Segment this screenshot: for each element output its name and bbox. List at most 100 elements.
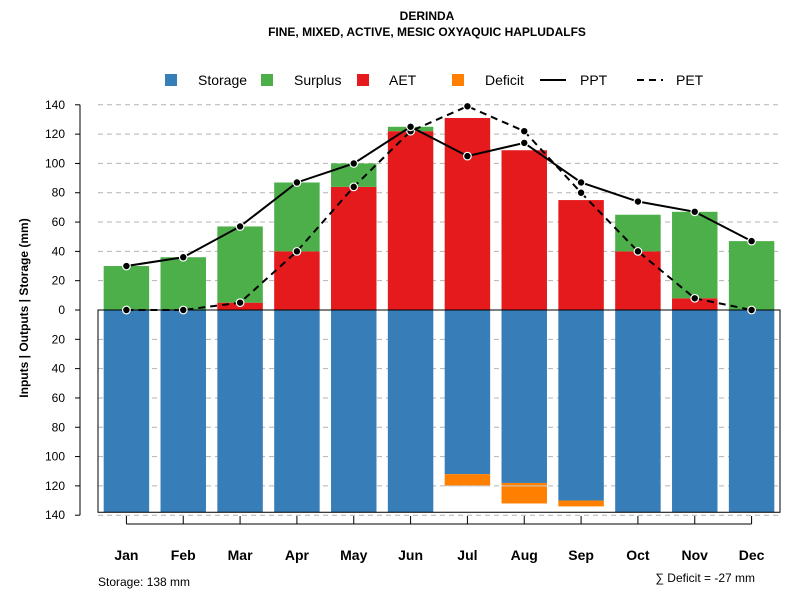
y-tick-label: 60 bbox=[52, 215, 66, 229]
x-tick-label: Oct bbox=[626, 547, 650, 563]
y-tick-label: 80 bbox=[52, 186, 66, 200]
pet-point bbox=[178, 305, 188, 315]
pet-line bbox=[126, 105, 752, 311]
legend-label-deficit: Deficit bbox=[485, 72, 524, 88]
pet-point bbox=[576, 188, 586, 198]
bar-deficit bbox=[558, 500, 604, 507]
ppt-point bbox=[349, 159, 359, 168]
y-axis-label: Inputs | Outputs | Storage (mm) bbox=[17, 218, 31, 397]
pet-point bbox=[690, 293, 700, 303]
bar-aet bbox=[615, 251, 661, 310]
y-tick-label: 40 bbox=[52, 362, 66, 376]
pet-point bbox=[519, 126, 529, 136]
legend-swatch-surplus bbox=[261, 74, 273, 86]
gridlines bbox=[98, 104, 780, 516]
legend-label-surplus: Surplus bbox=[294, 72, 341, 88]
bar-surplus bbox=[274, 182, 320, 252]
bar-storage bbox=[558, 310, 604, 501]
ppt-point bbox=[576, 178, 586, 187]
x-tick-label: Dec bbox=[739, 547, 765, 563]
x-tick-label: Jan bbox=[114, 547, 138, 563]
y-tick-label: 20 bbox=[52, 332, 66, 346]
y-tick-label: 60 bbox=[52, 391, 66, 405]
bar-aet bbox=[444, 117, 491, 310]
x-tick-label: Sep bbox=[568, 547, 594, 563]
ppt-point bbox=[633, 197, 643, 206]
x-tick-label: May bbox=[340, 547, 367, 563]
x-tick-label: Apr bbox=[285, 547, 310, 563]
bar-aet bbox=[672, 298, 718, 310]
bar-storage bbox=[672, 310, 718, 513]
ppt-point bbox=[519, 138, 529, 148]
bar-storage bbox=[160, 310, 206, 513]
bar-surplus bbox=[672, 211, 718, 299]
x-tick-label: Jul bbox=[457, 547, 477, 563]
pet-point bbox=[292, 246, 302, 256]
bar-deficit bbox=[501, 482, 547, 504]
pet-point bbox=[349, 182, 359, 192]
storage-note: Storage: 138 mm bbox=[98, 575, 190, 589]
pet-point bbox=[633, 246, 643, 256]
bar-surplus bbox=[615, 214, 661, 252]
deficit-note: ∑ Deficit = -27 mm bbox=[655, 571, 755, 585]
pet-point bbox=[463, 101, 472, 111]
legend-label-aet: AET bbox=[389, 72, 417, 88]
x-tick-label: Mar bbox=[228, 547, 253, 563]
chart-subtitle: FINE, MIXED, ACTIVE, MESIC OXYAQUIC HAPL… bbox=[268, 25, 586, 39]
bar-storage bbox=[444, 310, 491, 475]
x-tick-label: Feb bbox=[171, 547, 196, 563]
bar-storage bbox=[331, 310, 377, 513]
bar-storage bbox=[217, 310, 263, 513]
x-tick-label: Aug bbox=[511, 547, 538, 563]
bar-surplus bbox=[217, 226, 263, 303]
ppt-point bbox=[122, 261, 131, 271]
bar-aet bbox=[331, 186, 377, 310]
bar-surplus bbox=[331, 163, 377, 187]
chart-title: DERINDA bbox=[400, 9, 455, 23]
legend: Storage Surplus AET Deficit PPT PET bbox=[165, 72, 704, 88]
bar-surplus bbox=[728, 241, 775, 310]
bar-storage bbox=[728, 310, 775, 513]
bar-surplus bbox=[160, 257, 206, 310]
legend-swatch-deficit bbox=[452, 74, 464, 86]
pet-point bbox=[235, 298, 245, 308]
y-tick-label: 20 bbox=[52, 274, 66, 288]
ppt-point bbox=[463, 151, 472, 161]
bar-storage bbox=[501, 310, 547, 483]
y-tick-label: 100 bbox=[45, 156, 65, 170]
bar-aet bbox=[274, 251, 320, 310]
series-lines bbox=[122, 101, 756, 315]
y-tick-label: 140 bbox=[45, 98, 65, 112]
ppt-point bbox=[406, 122, 415, 132]
x-tick-label: Nov bbox=[682, 547, 709, 563]
bar-aet bbox=[501, 150, 547, 310]
y-tick-label: 100 bbox=[45, 450, 65, 464]
legend-swatch-storage bbox=[165, 74, 177, 86]
ppt-point bbox=[747, 236, 756, 246]
bar-deficit bbox=[444, 474, 491, 486]
ppt-point bbox=[690, 207, 700, 217]
legend-label-ppt: PPT bbox=[580, 72, 608, 88]
legend-swatch-aet bbox=[357, 74, 369, 86]
bar-aet bbox=[387, 131, 434, 310]
bar-storage bbox=[387, 310, 434, 513]
y-tick-label: 120 bbox=[45, 479, 65, 493]
ppt-point bbox=[178, 252, 188, 262]
ppt-point bbox=[235, 222, 245, 231]
y-tick-label: 140 bbox=[45, 508, 65, 522]
axes: 140 120 100 80 60 40 20 0 20 40 60 80 100 120 140 Jan Fe… bbox=[45, 98, 765, 563]
bar-surplus bbox=[103, 266, 150, 310]
bar-aet bbox=[558, 200, 604, 310]
bar-storage bbox=[274, 310, 320, 513]
pet-point bbox=[747, 305, 756, 315]
bar-storage bbox=[103, 310, 150, 513]
y-tick-label: 80 bbox=[52, 420, 66, 434]
bar-storage bbox=[615, 310, 661, 513]
bars bbox=[97, 117, 781, 513]
ppt-line bbox=[126, 125, 753, 268]
pet-point bbox=[122, 305, 131, 315]
y-tick-label: 40 bbox=[52, 244, 66, 258]
ppt-point bbox=[292, 178, 302, 187]
y-tick-label: 120 bbox=[45, 127, 65, 141]
